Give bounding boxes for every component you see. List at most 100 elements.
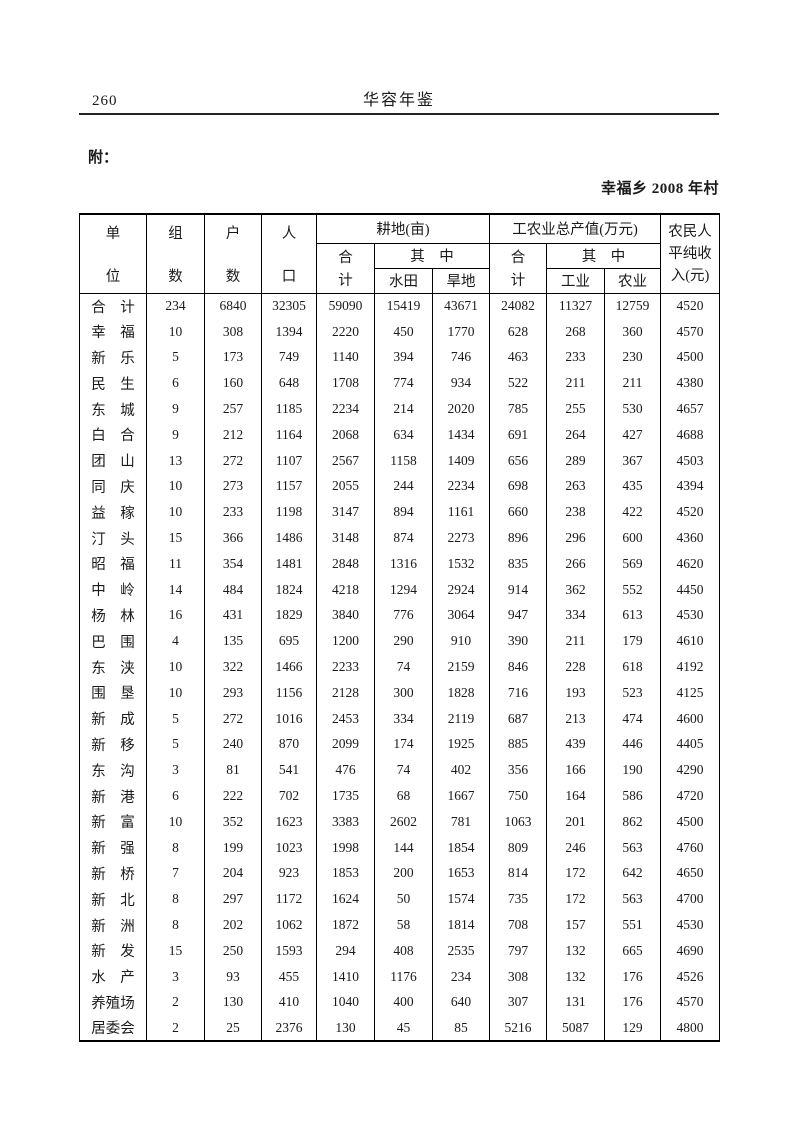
col-header-output-total-line2: 计 xyxy=(510,273,526,289)
row-value: 4620 xyxy=(660,550,721,577)
row-value: 885 xyxy=(489,731,548,758)
row-value: 366 xyxy=(204,525,262,551)
row-value: 2567 xyxy=(316,447,375,474)
row-value: 846 xyxy=(489,654,548,680)
row-value: 4125 xyxy=(660,679,721,706)
row-value: 334 xyxy=(374,705,433,732)
col-header-unit: 单 位 xyxy=(79,213,147,294)
row-value: 797 xyxy=(489,937,548,964)
row-value: 402 xyxy=(431,757,491,784)
row-value: 4218 xyxy=(316,576,375,603)
row-name: 民 生 xyxy=(79,370,147,397)
col-header-groups-line2: 数 xyxy=(168,268,183,285)
row-value: 1394 xyxy=(261,318,317,345)
row-value: 1925 xyxy=(431,731,491,758)
row-value: 2848 xyxy=(316,550,375,577)
row-value: 2220 xyxy=(316,318,375,345)
row-value: 3383 xyxy=(316,808,375,835)
row-value: 266 xyxy=(546,550,606,577)
row-value: 12759 xyxy=(604,293,662,319)
row-value: 5 xyxy=(146,344,205,371)
row-value: 211 xyxy=(546,370,606,397)
row-value: 2020 xyxy=(431,396,491,422)
row-value: 691 xyxy=(489,421,548,448)
row-value: 211 xyxy=(546,628,606,655)
row-value: 522 xyxy=(489,370,548,397)
row-value: 439 xyxy=(546,731,606,758)
row-value: 334 xyxy=(546,602,606,629)
row-name: 同 庆 xyxy=(79,473,147,500)
row-value: 58 xyxy=(374,912,433,938)
row-value: 2376 xyxy=(261,1015,317,1042)
row-value: 322 xyxy=(204,654,262,680)
row-value: 586 xyxy=(604,783,662,809)
row-name: 水 产 xyxy=(79,963,147,990)
row-value: 1708 xyxy=(316,370,375,397)
row-value: 4530 xyxy=(660,912,721,938)
row-value: 5 xyxy=(146,705,205,732)
row-value: 4405 xyxy=(660,731,721,758)
row-value: 4600 xyxy=(660,705,721,732)
row-value: 130 xyxy=(204,989,262,1016)
table-row: 新 桥 7 204 923 1853 200 1653 814 172 642 4650 xyxy=(79,860,721,887)
row-name: 新 富 xyxy=(79,808,147,835)
row-value: 1140 xyxy=(316,344,375,371)
table-row: 巴 围 4 135 695 1200 290 910 390 211 179 4610 xyxy=(79,628,721,655)
row-value: 179 xyxy=(604,628,662,655)
table-row: 合 计 234 6840 32305 59090 15419 43671 24082 11327… xyxy=(79,293,721,319)
row-value: 934 xyxy=(431,370,491,397)
row-value: 11327 xyxy=(546,293,606,319)
row-value: 272 xyxy=(204,447,262,474)
row-value: 660 xyxy=(489,499,548,526)
row-value: 4394 xyxy=(660,473,721,500)
row-value: 144 xyxy=(374,834,433,861)
attachment-label: 附： xyxy=(88,150,119,166)
row-value: 11 xyxy=(146,550,205,577)
row-name: 新 北 xyxy=(79,886,147,913)
row-value: 2 xyxy=(146,989,205,1016)
row-value: 648 xyxy=(261,370,317,397)
table-row: 益 稼 10 233 1198 3147 894 1161 660 238 422 4520 xyxy=(79,499,721,526)
row-value: 59090 xyxy=(316,293,375,319)
row-value: 367 xyxy=(604,447,662,474)
row-value: 5216 xyxy=(489,1015,548,1042)
row-name: 东 城 xyxy=(79,396,147,422)
row-value: 230 xyxy=(604,344,662,371)
row-value: 132 xyxy=(546,937,606,964)
row-value: 1998 xyxy=(316,834,375,861)
table-row: 中 岭 14 484 1824 4218 1294 2924 914 362 552 4450 xyxy=(79,576,721,603)
row-value: 3 xyxy=(146,963,205,990)
row-value: 484 xyxy=(204,576,262,603)
row-value: 93 xyxy=(204,963,262,990)
table-row: 新 强 8 199 1023 1998 144 1854 809 246 563 4760 xyxy=(79,834,721,861)
col-header-cultivated-land: 耕地(亩) xyxy=(315,213,491,244)
col-header-income-line3: 入(元) xyxy=(670,267,710,284)
row-value: 781 xyxy=(431,808,491,835)
row-value: 15419 xyxy=(374,293,433,319)
row-value: 463 xyxy=(489,344,548,371)
row-value: 446 xyxy=(604,731,662,758)
row-value: 1200 xyxy=(316,628,375,655)
row-name: 杨 林 xyxy=(79,602,147,629)
row-value: 914 xyxy=(489,576,548,603)
row-name: 东 沟 xyxy=(79,757,147,784)
row-value: 735 xyxy=(489,886,548,913)
col-header-income: 农民人 平纯收 入(元) xyxy=(660,213,721,294)
row-value: 6840 xyxy=(204,293,262,319)
row-value: 613 xyxy=(604,602,662,629)
table-row: 新 乐 5 173 749 1140 394 746 463 233 230 4500 xyxy=(79,344,721,371)
row-value: 257 xyxy=(204,396,262,422)
table-row: 杨 林 16 431 1829 3840 776 3064 947 334 613 4530 xyxy=(79,602,721,629)
row-value: 410 xyxy=(261,989,317,1016)
row-value: 1063 xyxy=(489,808,548,835)
table-row: 新 移 5 240 870 2099 174 1925 885 439 446 4405 xyxy=(79,731,721,758)
row-value: 749 xyxy=(261,344,317,371)
col-header-industry: 工业 xyxy=(546,267,606,294)
row-value: 4500 xyxy=(660,808,721,835)
row-value: 32305 xyxy=(261,293,317,319)
row-value: 1185 xyxy=(261,396,317,422)
row-value: 24082 xyxy=(489,293,548,319)
row-value: 201 xyxy=(546,808,606,835)
row-value: 131 xyxy=(546,989,606,1016)
row-value: 4 xyxy=(146,628,205,655)
